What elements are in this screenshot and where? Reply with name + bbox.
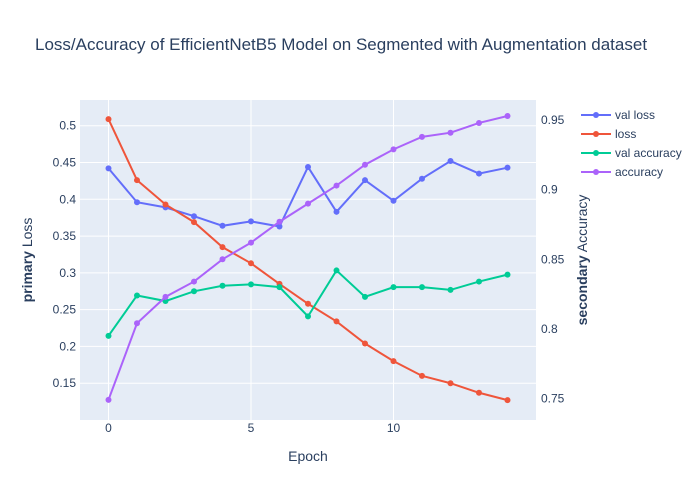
legend-item[interactable]: val accuracy (581, 146, 682, 160)
data-point[interactable] (448, 287, 454, 293)
data-point[interactable] (163, 294, 169, 300)
secondary-y-ticks: 0.75 0.8 0.85 0.9 0.95 (541, 113, 565, 405)
data-point[interactable] (448, 380, 454, 386)
secondary-y-tick-label: 0.8 (541, 322, 558, 336)
legend-marker (593, 112, 599, 118)
primary-y-tick-label: 0.15 (53, 376, 77, 390)
x-axis-title: Epoch (288, 448, 328, 464)
data-point[interactable] (220, 244, 226, 250)
legend-item[interactable]: accuracy (581, 165, 663, 179)
data-point[interactable] (362, 340, 368, 346)
data-point[interactable] (334, 318, 340, 324)
data-point[interactable] (191, 213, 197, 219)
legend-label: accuracy (615, 165, 663, 179)
data-point[interactable] (134, 320, 140, 326)
data-point[interactable] (334, 209, 340, 215)
legend-label: val accuracy (615, 146, 682, 160)
data-point[interactable] (191, 219, 197, 225)
primary-y-tick-label: 0.2 (59, 339, 76, 353)
primary-y-tick-label: 0.4 (59, 192, 76, 206)
data-point[interactable] (220, 256, 226, 262)
data-point[interactable] (191, 288, 197, 294)
data-point[interactable] (391, 146, 397, 152)
data-point[interactable] (476, 120, 482, 126)
primary-y-axis-title-bold: primary (19, 251, 35, 303)
data-point[interactable] (476, 171, 482, 177)
data-point[interactable] (476, 390, 482, 396)
secondary-y-axis-title-rest: Accuracy (574, 195, 590, 256)
x-ticks: 0 5 10 (105, 421, 400, 435)
data-point[interactable] (305, 201, 311, 207)
primary-y-ticks: 0.15 0.2 0.25 0.3 0.35 0.4 0.45 0.5 (53, 119, 77, 390)
data-point[interactable] (505, 272, 511, 278)
data-point[interactable] (391, 284, 397, 290)
legend-marker (593, 131, 599, 137)
primary-y-tick-label: 0.3 (59, 266, 76, 280)
data-point[interactable] (419, 176, 425, 182)
data-point[interactable] (334, 183, 340, 189)
data-point[interactable] (334, 267, 340, 273)
data-point[interactable] (106, 165, 112, 171)
primary-y-axis-title: primary Loss (19, 218, 35, 303)
data-point[interactable] (134, 292, 140, 298)
primary-y-tick-label: 0.5 (59, 119, 76, 133)
secondary-y-tick-label: 0.95 (541, 113, 565, 127)
data-point[interactable] (505, 113, 511, 119)
primary-y-tick-label: 0.45 (53, 156, 77, 170)
data-point[interactable] (248, 281, 254, 287)
data-point[interactable] (419, 284, 425, 290)
legend-item[interactable]: val loss (581, 108, 655, 122)
chart-title: Loss/Accuracy of EfficientNetB5 Model on… (35, 35, 647, 54)
legend[interactable]: val loss loss val accuracy accuracy (581, 108, 682, 179)
secondary-y-tick-label: 0.9 (541, 183, 558, 197)
data-point[interactable] (163, 201, 169, 207)
data-point[interactable] (106, 333, 112, 339)
secondary-y-axis-title: secondary Accuracy (574, 195, 590, 326)
legend-item[interactable]: loss (581, 127, 636, 141)
data-point[interactable] (220, 283, 226, 289)
data-point[interactable] (305, 301, 311, 307)
data-point[interactable] (448, 130, 454, 136)
x-tick-label: 5 (248, 421, 255, 435)
data-point[interactable] (505, 165, 511, 171)
data-point[interactable] (248, 218, 254, 224)
legend-label: val loss (615, 108, 655, 122)
primary-y-tick-label: 0.25 (53, 303, 77, 317)
x-tick-label: 10 (387, 421, 401, 435)
data-point[interactable] (277, 219, 283, 225)
data-point[interactable] (134, 199, 140, 205)
data-point[interactable] (448, 158, 454, 164)
data-point[interactable] (220, 223, 226, 229)
data-point[interactable] (476, 279, 482, 285)
secondary-y-tick-label: 0.85 (541, 252, 565, 266)
secondary-y-tick-label: 0.75 (541, 391, 565, 405)
data-point[interactable] (419, 134, 425, 140)
data-point[interactable] (106, 397, 112, 403)
legend-marker (593, 150, 599, 156)
data-point[interactable] (391, 358, 397, 364)
data-point[interactable] (305, 313, 311, 319)
plot-area (80, 100, 536, 420)
data-point[interactable] (391, 198, 397, 204)
data-point[interactable] (305, 164, 311, 170)
data-point[interactable] (248, 240, 254, 246)
data-point[interactable] (362, 177, 368, 183)
legend-label: loss (615, 127, 636, 141)
data-point[interactable] (277, 284, 283, 290)
legend-marker (593, 169, 599, 175)
data-point[interactable] (505, 397, 511, 403)
data-point[interactable] (419, 373, 425, 379)
data-point[interactable] (362, 162, 368, 168)
primary-y-tick-label: 0.35 (53, 229, 77, 243)
x-tick-label: 0 (105, 421, 112, 435)
primary-y-axis-title-rest: Loss (19, 218, 35, 251)
data-point[interactable] (362, 294, 368, 300)
data-point[interactable] (248, 260, 254, 266)
data-point[interactable] (106, 116, 112, 122)
data-point[interactable] (191, 279, 197, 285)
data-point[interactable] (134, 177, 140, 183)
secondary-y-axis-title-bold: secondary (574, 255, 590, 325)
